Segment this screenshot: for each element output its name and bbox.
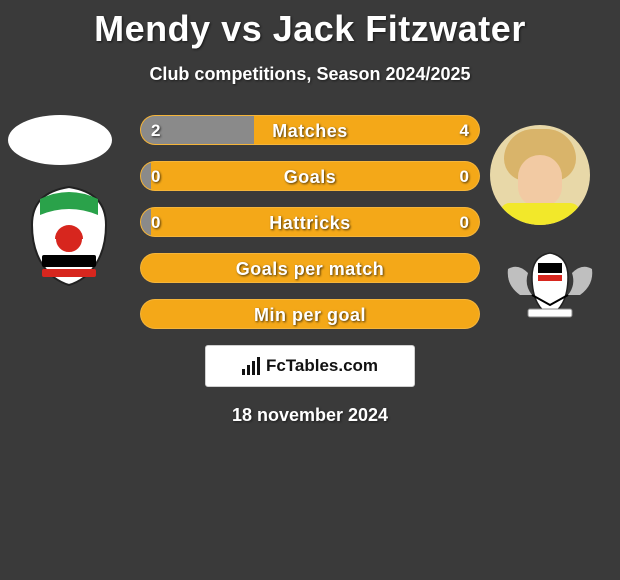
subtitle: Club competitions, Season 2024/2025 xyxy=(0,64,620,85)
stat-bars: Matches24Goals00Hattricks00Goals per mat… xyxy=(140,115,480,329)
stat-right-value: 0 xyxy=(460,162,469,191)
comparison-content: Matches24Goals00Hattricks00Goals per mat… xyxy=(0,115,620,426)
stat-label: Min per goal xyxy=(141,300,479,328)
bars-icon xyxy=(242,357,260,375)
stat-row: Goals per match xyxy=(140,253,480,283)
stat-row: Matches2 4 xyxy=(140,115,480,145)
avatar-shirt xyxy=(500,203,580,225)
stat-left-value: 0 xyxy=(151,162,160,191)
wrexham-crest-icon xyxy=(14,181,124,291)
club-crest-left xyxy=(14,181,124,291)
brand-text: FcTables.com xyxy=(266,356,378,376)
stat-row: Goals0 0 xyxy=(140,161,480,191)
stat-right-value: 0 xyxy=(460,208,469,237)
brand-box: FcTables.com xyxy=(205,345,415,387)
stat-left-value: 0 xyxy=(151,208,160,237)
stat-row: Min per goal xyxy=(140,299,480,329)
page-title: Mendy vs Jack Fitzwater xyxy=(0,0,620,50)
avatar-face xyxy=(518,155,562,207)
player-left-avatar xyxy=(8,115,112,165)
date-text: 18 november 2024 xyxy=(0,405,620,426)
stat-label: Matches xyxy=(141,116,479,144)
exeter-crest-icon xyxy=(500,245,600,325)
stat-right-value: 4 xyxy=(460,116,469,145)
stat-label: Goals per match xyxy=(141,254,479,282)
stat-label: Hattricks xyxy=(141,208,479,236)
stat-label: Goals xyxy=(141,162,479,190)
player-right-avatar xyxy=(490,125,590,225)
stat-left-value: 2 xyxy=(151,116,160,145)
stat-row: Hattricks0 0 xyxy=(140,207,480,237)
club-crest-right xyxy=(500,245,600,325)
